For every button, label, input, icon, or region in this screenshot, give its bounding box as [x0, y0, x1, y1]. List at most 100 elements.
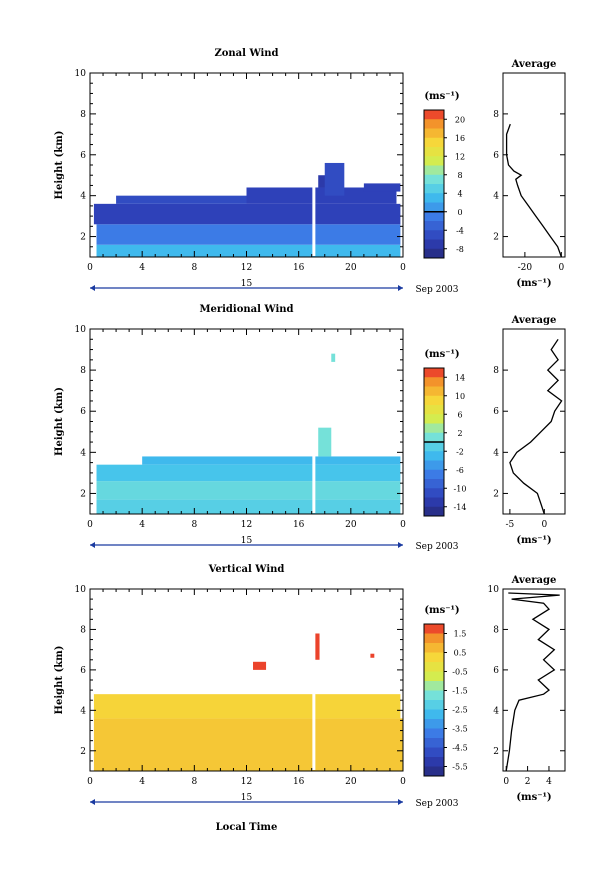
colorbar-segment [424, 766, 444, 777]
colorbar-tick-label: -10 [454, 484, 467, 493]
colorbar-segment [424, 479, 444, 489]
y-axis-label: Height (km) [54, 646, 65, 715]
heatmap-cell [314, 633, 320, 660]
y-tick-label: 8 [80, 366, 86, 376]
average-x-tick-label: 0 [541, 520, 547, 530]
average-y-tick-label: 6 [493, 151, 499, 161]
colorbar-tick-label: 8 [457, 171, 462, 180]
average-profile-line [505, 592, 560, 772]
data-gap [312, 590, 316, 770]
average-frame [502, 588, 566, 772]
colorbar-segment [424, 738, 444, 748]
y-tick-label: 2 [80, 489, 86, 499]
y-axis-label: Height (km) [54, 131, 65, 200]
colorbar-tick-label: 10 [455, 392, 465, 401]
day-range-arrow-right [398, 542, 403, 548]
colorbar-segment [424, 633, 444, 644]
y-tick-label: 2 [80, 233, 86, 243]
colorbar-segment [424, 248, 444, 259]
heatmap-cell [253, 661, 267, 670]
average-x-label: (ms⁻¹) [516, 792, 551, 803]
average-frame [502, 72, 566, 258]
average-y-tick-label: 6 [493, 666, 499, 676]
day-range-arrow-right [398, 799, 403, 805]
x-tick-label: 0 [400, 520, 406, 530]
colorbar-tick-label: -6 [456, 466, 464, 475]
x-tick-label: 12 [241, 263, 252, 273]
colorbar-segment [424, 757, 444, 767]
colorbar-segment [424, 193, 444, 203]
x-tick-label: 16 [293, 520, 305, 530]
x-tick-label: 4 [139, 777, 145, 787]
x-tick-label: 16 [293, 777, 305, 787]
colorbar-segment [424, 184, 444, 194]
colorbar: 20 16 12 8 4 0 -4 -8 [423, 109, 465, 259]
average-y-tick-label: 8 [493, 110, 499, 120]
day-range-arrow-left [90, 285, 95, 291]
heatmap-cell [116, 195, 247, 204]
colorbar-tick-label: 14 [455, 373, 465, 382]
day-range-arrow-left [90, 799, 95, 805]
y-tick-label: 8 [80, 625, 86, 635]
colorbar-tick-label: -8 [456, 245, 464, 254]
colorbar-tick-label: 4 [457, 189, 462, 198]
colorbar-segment [424, 156, 444, 166]
colorbar-segment [424, 643, 444, 653]
heatmap-cell [96, 244, 401, 257]
colorbar-tick-label: -1.5 [452, 687, 467, 696]
colorbar-tick-label: -3.5 [452, 725, 467, 734]
colorbar: 1.5 0.5 -0.5 -1.5 -2.5 -3.5 -4.5 -5.5 [423, 623, 468, 777]
heatmap [93, 74, 401, 257]
colorbar-tick-label: 20 [455, 115, 465, 124]
unit-label: (ms⁻¹) [424, 91, 459, 102]
average-x-tick-label: -20 [518, 263, 533, 273]
average-panel: Average 2 4 6 8 -5 0 (ms⁻¹) [493, 315, 566, 546]
data-gap [312, 74, 316, 256]
panel-2: Meridional Wind 2 4 6 8 10 Height (km) 0 4 8 12 16 2… [54, 304, 566, 552]
colorbar-segment [424, 174, 444, 185]
colorbar-segment [424, 690, 444, 701]
heatmap-cell [93, 718, 403, 771]
y-tick-label: 4 [80, 706, 86, 716]
heatmap-cell [331, 353, 336, 362]
x-tick-label: 8 [191, 777, 197, 787]
average-y-tick-label: 8 [493, 366, 499, 376]
average-y-tick-label: 2 [493, 747, 499, 757]
x-tick-label: 8 [191, 520, 197, 530]
colorbar-segment [424, 432, 444, 443]
colorbar-segment [424, 405, 444, 415]
colorbar-segment [424, 377, 444, 387]
colorbar-segment [424, 497, 444, 508]
average-y-tick-label: 2 [493, 233, 499, 243]
x-tick-label: 20 [345, 520, 357, 530]
chart-title: Vertical Wind [208, 564, 285, 575]
colorbar-frame [423, 109, 445, 259]
colorbar-tick-label: -4.5 [452, 744, 467, 753]
colorbar-frame [423, 623, 445, 777]
average-x-tick-label: 2 [525, 777, 531, 787]
colorbar-segment [424, 624, 444, 634]
colorbar-segment [424, 671, 444, 682]
date-label: Sep 2003 [415, 542, 458, 552]
average-x-tick-label: 0 [503, 777, 509, 787]
chart-title: Meridional Wind [199, 304, 293, 315]
x-tick-label: 4 [139, 520, 145, 530]
average-x-tick-label: -5 [505, 520, 514, 530]
colorbar-segment [424, 488, 444, 498]
colorbar-segment [424, 709, 444, 720]
average-title: Average [511, 575, 557, 586]
heatmap-cell [93, 203, 401, 225]
x-tick-label: 0 [87, 777, 93, 787]
x-tick-label: 20 [345, 777, 357, 787]
colorbar-tick-label: 2 [457, 429, 462, 438]
colorbar-segment [424, 747, 444, 758]
x-tick-label: 0 [87, 263, 93, 273]
unit-label: (ms⁻¹) [424, 349, 459, 360]
unit-label: (ms⁻¹) [424, 605, 459, 616]
x-tick-label: 0 [400, 263, 406, 273]
y-tick-label: 10 [75, 69, 87, 79]
colorbar-segment [424, 368, 444, 378]
average-y-tick-label: 4 [493, 706, 499, 716]
y-tick-label: 6 [80, 666, 86, 676]
